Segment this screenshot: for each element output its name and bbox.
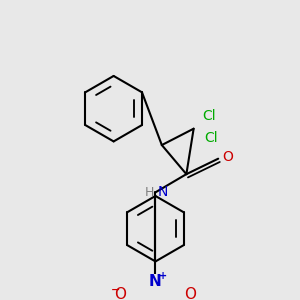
Text: Cl: Cl [205, 131, 218, 145]
Text: −: − [111, 285, 120, 295]
Text: N: N [149, 274, 162, 289]
Text: N: N [157, 185, 168, 199]
Text: Cl: Cl [203, 109, 216, 123]
Text: O: O [184, 287, 196, 300]
Text: O: O [114, 287, 126, 300]
Text: +: + [159, 271, 167, 281]
Text: H: H [144, 186, 154, 199]
Text: O: O [222, 150, 233, 164]
